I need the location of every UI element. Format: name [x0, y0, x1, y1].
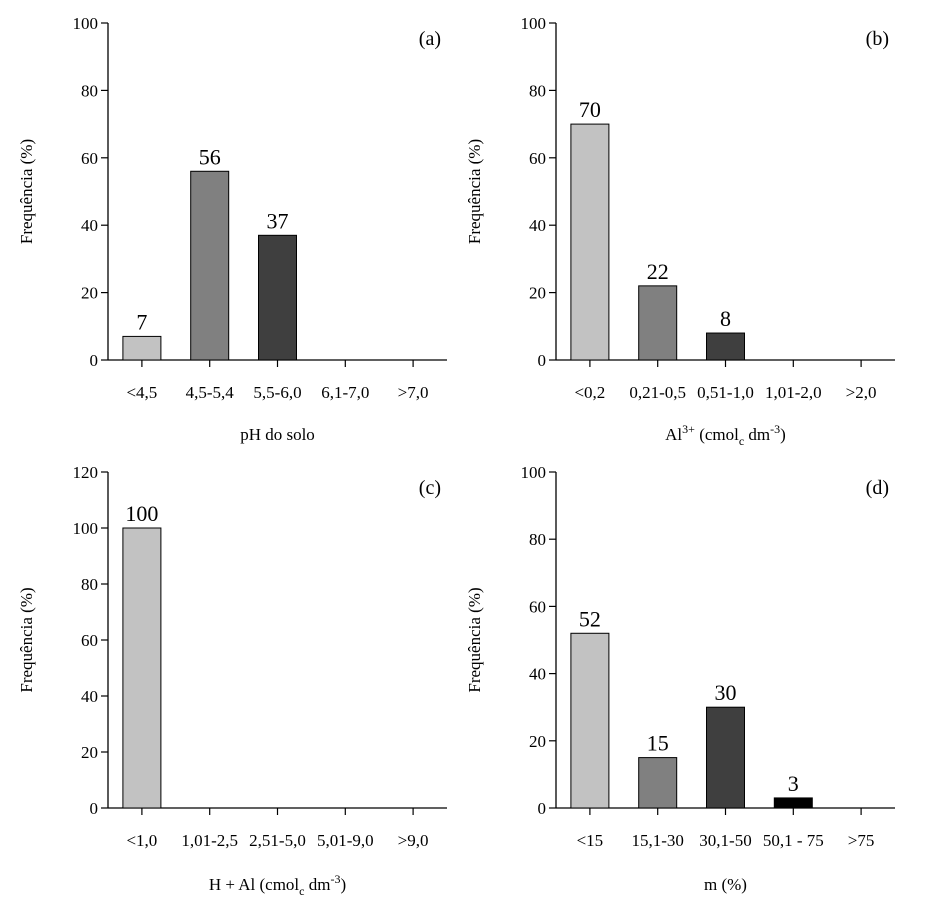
x-axis-title: Al3+ (cmolc dm-3) [665, 422, 786, 448]
chart-panel-b: 0 20 40 60 80 100 70 <0,2 22 0,21-0,5 8 0,51-1,0 1,0… [465, 14, 895, 448]
y-tick-label: 0 [538, 799, 547, 818]
bar [638, 757, 678, 809]
y-tick-label: 100 [521, 14, 547, 33]
bar [706, 706, 745, 809]
y-tick-label: 100 [73, 14, 99, 33]
data-label: 100 [125, 501, 158, 526]
y-tick-label: 40 [81, 216, 98, 235]
data-label: 15 [647, 731, 669, 756]
x-tick-label: <4,5 [126, 383, 157, 402]
y-tick-label: 60 [81, 149, 98, 168]
x-tick-label: 0,51-1,0 [697, 383, 754, 402]
chart-panel-a: 0 20 40 60 80 100 7 <4,5 56 4,5-5,4 37 5,5-6,0 6,1-7… [17, 14, 447, 444]
y-tick-label: 80 [81, 575, 98, 594]
y-axis-title: Frequência (%) [465, 139, 484, 244]
y-tick-label: 0 [90, 799, 99, 818]
x-tick-label: 15,1-30 [631, 831, 683, 850]
panel-label: (c) [419, 477, 441, 499]
y-axis-title: Frequência (%) [465, 587, 484, 692]
data-label: 56 [199, 144, 221, 169]
y-tick-label: 120 [73, 463, 99, 482]
y-tick-label: 40 [81, 687, 98, 706]
x-tick-label: >7,0 [398, 383, 429, 402]
x-tick-label: 1,01-2,5 [181, 831, 238, 850]
panel-label: (b) [866, 28, 889, 50]
bar [706, 332, 745, 361]
x-axis-title: m (%) [704, 875, 747, 894]
data-label: 7 [136, 309, 147, 334]
y-tick-label: 80 [529, 81, 546, 100]
x-tick-label: >75 [848, 831, 875, 850]
data-label: 37 [267, 208, 289, 233]
y-axis-title: Frequência (%) [17, 587, 36, 692]
bar [638, 285, 678, 361]
y-tick-label: 20 [529, 284, 546, 303]
x-tick-label: 6,1-7,0 [321, 383, 369, 402]
bar [122, 335, 162, 361]
data-label: 22 [647, 259, 669, 284]
x-axis-title: pH do solo [240, 425, 315, 444]
x-tick-label: <0,2 [574, 383, 605, 402]
x-tick-label: <15 [577, 831, 604, 850]
y-tick-label: 40 [529, 665, 546, 684]
y-tick-label: 80 [81, 81, 98, 100]
y-tick-label: 60 [529, 597, 546, 616]
bar [570, 123, 610, 361]
y-tick-label: 80 [529, 530, 546, 549]
y-tick-label: 20 [81, 284, 98, 303]
data-label: 3 [788, 771, 799, 796]
x-tick-label: <1,0 [126, 831, 157, 850]
bar [773, 797, 813, 809]
data-label: 30 [715, 680, 737, 705]
x-tick-label: 30,1-50 [699, 831, 751, 850]
data-label: 8 [720, 306, 731, 331]
data-label: 52 [579, 606, 601, 631]
bar [190, 170, 230, 361]
x-tick-label: 1,01-2,0 [765, 383, 822, 402]
y-tick-label: 0 [538, 351, 547, 370]
y-tick-label: 100 [73, 519, 99, 538]
y-tick-label: 100 [521, 463, 547, 482]
y-axis-title: Frequência (%) [17, 139, 36, 244]
panel-label: (d) [866, 477, 889, 499]
x-tick-label: 50,1 - 75 [763, 831, 824, 850]
bar [258, 234, 297, 361]
y-tick-label: 20 [81, 743, 98, 762]
x-tick-label: 2,51-5,0 [249, 831, 306, 850]
y-tick-label: 20 [529, 732, 546, 751]
y-tick-label: 60 [81, 631, 98, 650]
x-tick-label: 5,01-9,0 [317, 831, 374, 850]
data-label: 70 [579, 97, 601, 122]
x-tick-label: 4,5-5,4 [186, 383, 235, 402]
y-tick-label: 0 [90, 351, 99, 370]
y-tick-label: 40 [529, 216, 546, 235]
panel-label: (a) [419, 28, 441, 50]
chart-panel-c: 0 20 40 60 80 100 120 100 <1,0 1,01-2,5 2,51-5,0 5,… [17, 463, 447, 898]
x-tick-label: >9,0 [398, 831, 429, 850]
bar [122, 527, 162, 809]
y-tick-label: 60 [529, 149, 546, 168]
x-tick-label: 5,5-6,0 [253, 383, 301, 402]
x-tick-label: 0,21-0,5 [629, 383, 686, 402]
chart-panel-d: 0 20 40 60 80 100 52 <15 15 15,1-30 30 30,1-50 3 50,1… [465, 463, 895, 894]
x-axis-title: H + Al (cmolc dm-3) [209, 872, 346, 898]
bar [570, 632, 610, 809]
x-tick-label: >2,0 [846, 383, 877, 402]
